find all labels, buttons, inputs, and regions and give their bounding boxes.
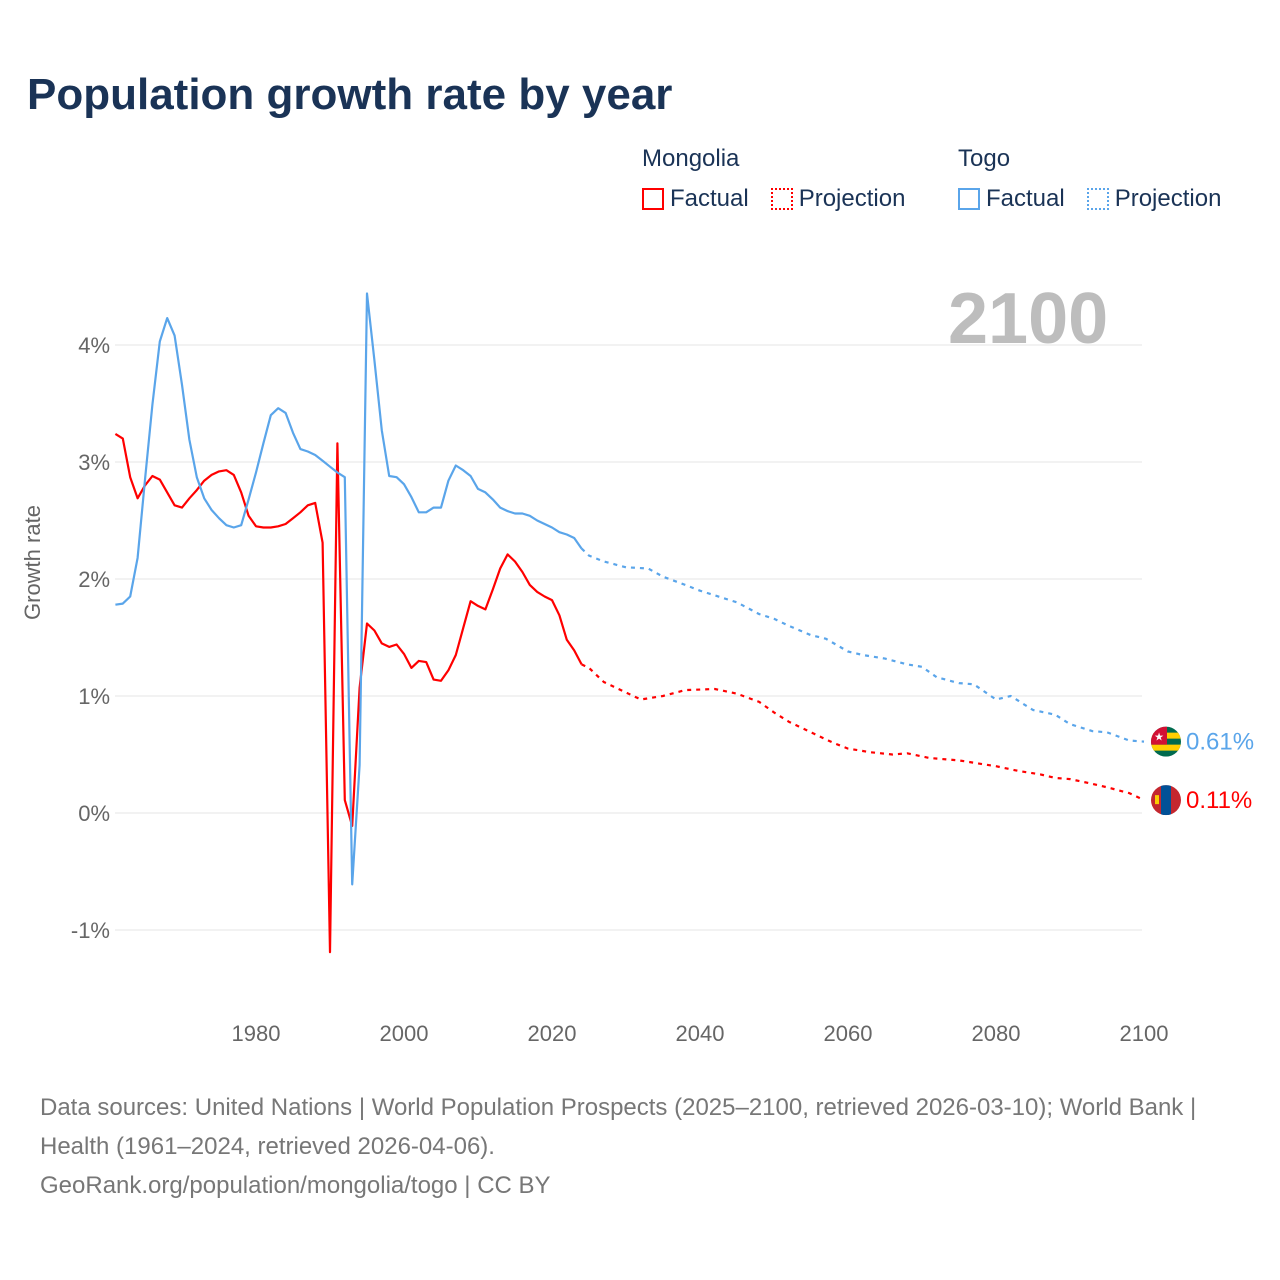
x-tick-label: 2040 [676, 1021, 725, 1046]
y-tick-label: 2% [78, 567, 110, 592]
y-tick-label: -1% [71, 918, 110, 943]
legend-mongolia: Mongolia Factual Projection [642, 145, 905, 213]
svg-text:★: ★ [1154, 732, 1164, 744]
y-tick-label: 4% [78, 333, 110, 358]
legend-label[interactable]: Projection [798, 185, 906, 212]
x-tick-label: 2020 [528, 1021, 577, 1046]
series-line-mongolia-projection [581, 663, 1145, 802]
legend-country: Togo [958, 145, 1011, 172]
legend-swatch-factual[interactable] [642, 188, 664, 210]
x-tick-label: 2000 [380, 1021, 429, 1046]
series-line-togo-factual [115, 292, 583, 886]
credit-link[interactable]: GeoRank.org/population/mongolia/togo | C… [40, 1172, 551, 1199]
y-tick-label: 3% [78, 450, 110, 475]
legend-label[interactable]: Projection [1114, 185, 1222, 212]
legend-togo: Togo Factual Projection [958, 145, 1221, 213]
footer: Data sources: United Nations | World Pop… [40, 1088, 1240, 1205]
y-tick-label: 1% [78, 684, 110, 709]
x-tick-label: 2080 [972, 1021, 1021, 1046]
togo-end-label: 0.61% [1186, 729, 1254, 756]
x-tick-label: 1980 [232, 1021, 281, 1046]
mongolia-end-label: 0.11% [1186, 787, 1252, 814]
legend-country: Mongolia [642, 145, 740, 172]
legend-swatch-projection[interactable] [770, 188, 793, 210]
data-sources: Data sources: United Nations | World Pop… [40, 1094, 1197, 1160]
mongolia-flag-icon [1151, 785, 1181, 816]
togo-flag-icon: ★ [1151, 726, 1181, 757]
x-tick-label: 2100 [1120, 1021, 1169, 1046]
page-title: Population growth rate by year [27, 70, 673, 119]
x-tick-label: 2060 [824, 1021, 873, 1046]
series-line-togo-projection [580, 547, 1145, 743]
legend-label[interactable]: Factual [670, 185, 749, 212]
current-year-display: 2100 [948, 279, 1109, 359]
legend-swatch-projection[interactable] [1086, 188, 1109, 210]
y-tick-label: 0% [78, 801, 110, 826]
legend-label[interactable]: Factual [986, 185, 1065, 212]
legend-swatch-factual[interactable] [958, 188, 980, 210]
series-line-mongolia-factual [114, 432, 583, 954]
